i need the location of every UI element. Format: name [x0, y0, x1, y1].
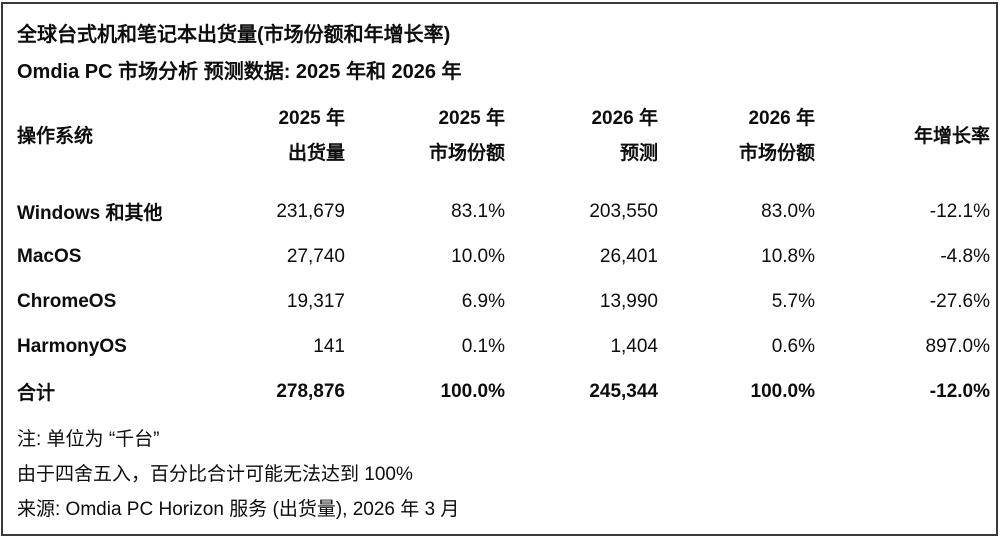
- forecast-2026-value: 26,401: [599, 245, 658, 267]
- page-subtitle: Omdia PC 市场分析 预测数据: 2025 年和 2026 年: [17, 61, 462, 83]
- header-2025-share-line2: 市场份额: [428, 143, 505, 164]
- header-2026-forecast-line2: 预测: [619, 143, 658, 164]
- share-2026-value: 5.7%: [771, 290, 815, 312]
- os-name: ChromeOS: [17, 290, 117, 312]
- total-yoy: -12.0%: [929, 380, 990, 402]
- table-row-windows: Windows 和其他 231,679 83.1% 203,550 83.0% …: [15, 189, 990, 234]
- shipments-2025-value: 27,740: [286, 245, 345, 267]
- header-2025-shipments-line2: 出货量: [287, 143, 345, 164]
- header-2026-forecast-line1: 2026 年: [591, 108, 658, 129]
- yoy-value: -27.6%: [929, 290, 990, 312]
- forecast-2026-value: 203,550: [589, 200, 658, 222]
- note-source: 来源: Omdia PC Horizon 服务 (出货量), 2026 年 3 …: [17, 499, 460, 520]
- header-2025-shipments-line1: 2025 年: [278, 108, 345, 129]
- header-2026-forecast: 2026 年 预测: [505, 101, 658, 189]
- forecast-2026-value: 13,990: [599, 290, 658, 312]
- share-2026-value: 0.6%: [771, 335, 815, 357]
- share-2025-value: 0.1%: [461, 335, 505, 357]
- total-forecast-2026: 245,344: [589, 380, 658, 402]
- share-2026-value: 10.8%: [761, 245, 815, 267]
- header-2026-share-line1: 2026 年: [748, 108, 815, 129]
- os-name: Windows 和其他: [17, 203, 163, 224]
- yoy-value: -4.8%: [940, 245, 990, 267]
- yoy-value: 897.0%: [925, 335, 990, 357]
- shipments-2025-value: 231,679: [276, 200, 345, 222]
- header-2026-share: 2026 年 市场份额: [658, 101, 815, 189]
- shipments-table: 操作系统 2025 年 出货量 2025 年 市场份额 2026 年 预测: [15, 101, 990, 414]
- header-os: 操作系统: [15, 101, 215, 189]
- os-name: MacOS: [17, 245, 82, 267]
- table-row-macos: MacOS 27,740 10.0% 26,401 10.8% -4.8%: [15, 234, 990, 279]
- header-2026-share-line2: 市场份额: [738, 143, 815, 164]
- share-2025-value: 83.1%: [451, 200, 505, 222]
- header-row: 操作系统 2025 年 出货量 2025 年 市场份额 2026 年 预测: [15, 101, 990, 189]
- table-frame: 全球台式机和笔记本出货量(市场份额和年增长率) Omdia PC 市场分析 预测…: [1, 2, 998, 536]
- share-2025-value: 6.9%: [461, 290, 505, 312]
- page-title: 全球台式机和笔记本出货量(市场份额和年增长率): [17, 24, 451, 46]
- header-os-label: 操作系统: [17, 125, 94, 147]
- yoy-value: -12.1%: [929, 200, 990, 222]
- header-yoy-growth: 年增长率: [815, 101, 990, 189]
- table-row-harmonyos: HarmonyOS 141 0.1% 1,404 0.6% 897.0%: [15, 324, 990, 369]
- header-2025-share-line1: 2025 年: [438, 108, 505, 129]
- share-2025-value: 10.0%: [451, 245, 505, 267]
- note-rounding: 由于四舍五入，百分比合计可能无法达到 100%: [17, 464, 413, 485]
- table-header: 操作系统 2025 年 出货量 2025 年 市场份额 2026 年 预测: [15, 101, 990, 189]
- total-share-2026: 100.0%: [750, 380, 815, 402]
- total-shipments-2025: 278,876: [276, 380, 345, 402]
- total-share-2025: 100.0%: [440, 380, 505, 402]
- table-row-total: 合计 278,876 100.0% 245,344 100.0% -12.0%: [15, 369, 990, 414]
- header-2025-shipments: 2025 年 出货量: [215, 101, 345, 189]
- note-units: 注: 单位为 “千台”: [17, 429, 160, 450]
- os-name: HarmonyOS: [17, 335, 127, 357]
- title-block: 全球台式机和笔记本出货量(市场份额和年增长率) Omdia PC 市场分析 预测…: [17, 17, 990, 91]
- table-row-chromeos: ChromeOS 19,317 6.9% 13,990 5.7% -27.6%: [15, 279, 990, 324]
- forecast-2026-value: 1,404: [610, 335, 658, 357]
- shipments-2025-value: 141: [313, 335, 345, 357]
- header-yoy-label: 年增长率: [913, 125, 990, 147]
- header-2025-share: 2025 年 市场份额: [345, 101, 505, 189]
- total-label: 合计: [17, 383, 56, 404]
- table-body: Windows 和其他 231,679 83.1% 203,550 83.0% …: [15, 189, 990, 414]
- share-2026-value: 83.0%: [761, 200, 815, 222]
- shipments-2025-value: 19,317: [286, 290, 345, 312]
- footnotes: 注: 单位为 “千台” 由于四舍五入，百分比合计可能无法达到 100% 来源: …: [17, 422, 990, 527]
